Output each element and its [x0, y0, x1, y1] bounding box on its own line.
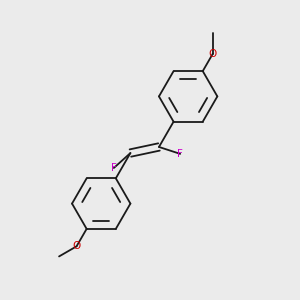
Text: F: F: [111, 163, 117, 173]
Text: F: F: [177, 149, 183, 159]
Text: O: O: [72, 241, 81, 251]
Text: O: O: [209, 49, 217, 59]
